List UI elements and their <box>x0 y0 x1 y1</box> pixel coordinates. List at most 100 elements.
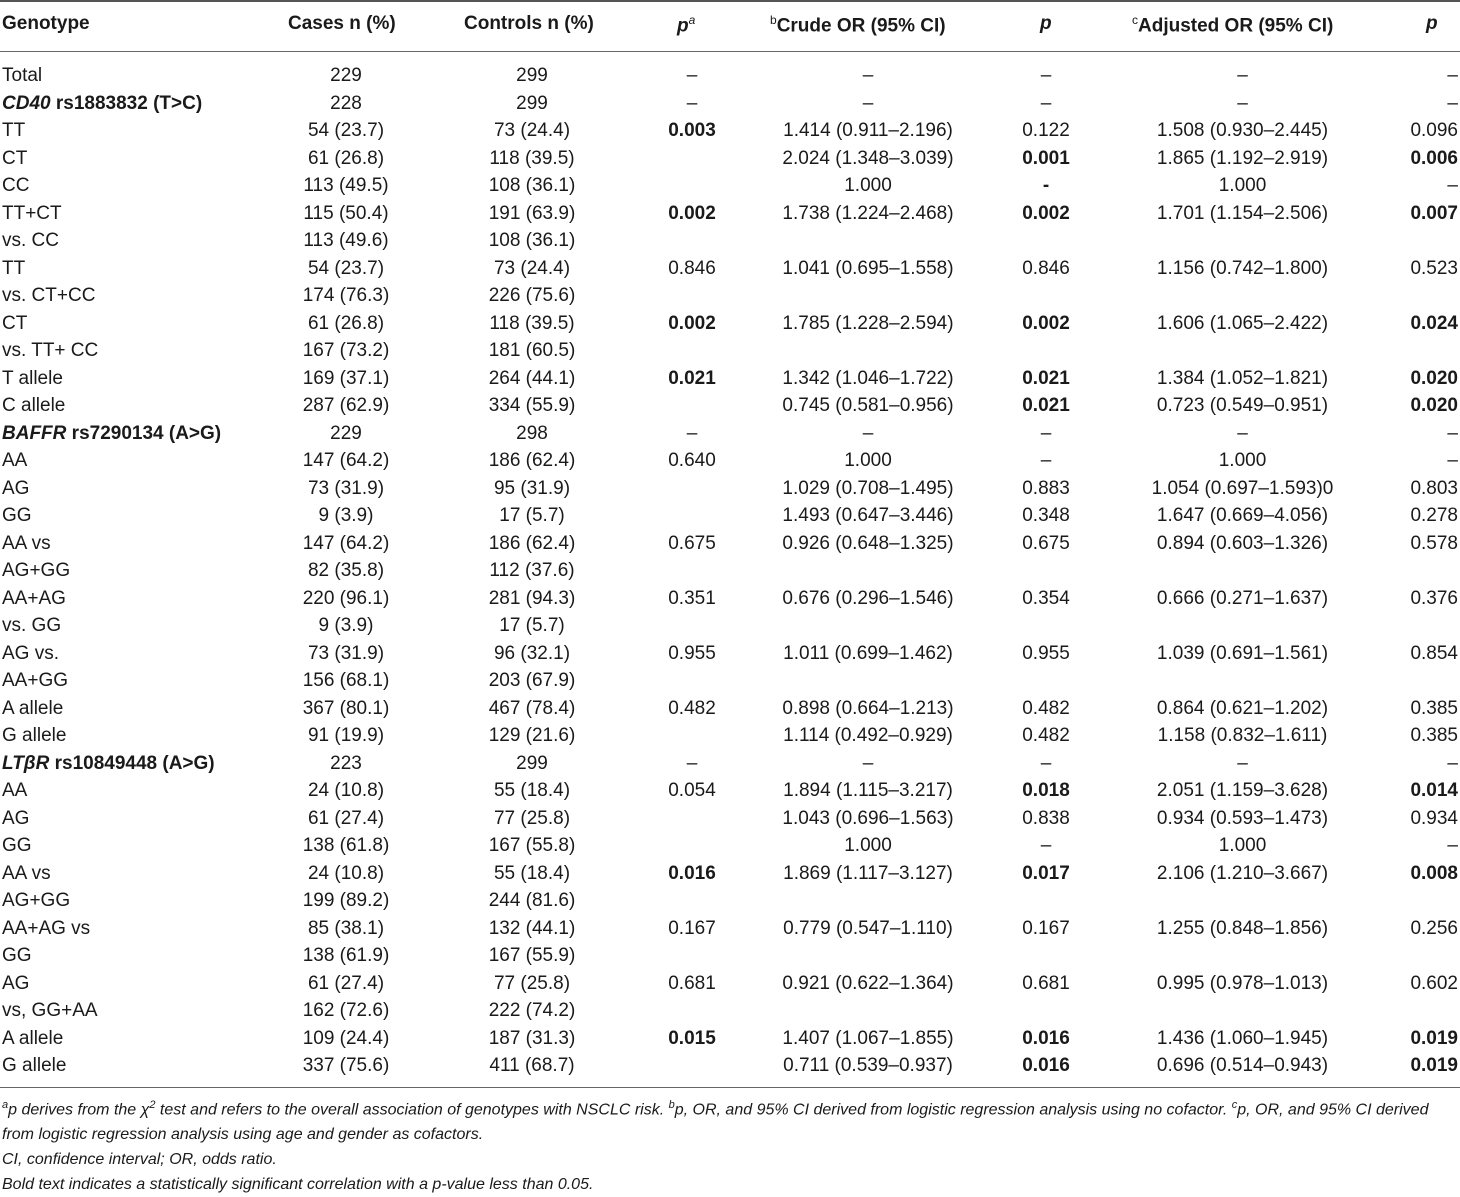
genotype-cell: GG <box>2 945 32 966</box>
p-chi-cell: – <box>686 65 698 86</box>
table-row: BAFFR rs7290134 (A>G) 229 298 – – – – – <box>0 420 1460 448</box>
p-adjusted-cell: 0.376 <box>1410 587 1458 609</box>
genotype-cell: G allele <box>2 1055 67 1076</box>
genotype-cell: BAFFR rs7290134 (A>G) <box>2 420 221 448</box>
adjusted-or-cell: 0.723 (0.549–0.951) <box>1156 395 1329 416</box>
header-p-chi: pa <box>677 13 696 37</box>
genotype-cell: G allele <box>2 725 67 746</box>
genotype-cell: A allele <box>2 697 64 719</box>
cases-cell: 73 (31.9) <box>307 642 385 664</box>
table-row: AA vs 147 (64.2) 186 (62.4) 0.675 0.926 (0.6… <box>0 530 1460 558</box>
table-header: Genotype Cases n (%) Controls n (%) pa b… <box>0 0 1460 51</box>
crude-or-cell: 0.898 (0.664–1.213) <box>782 697 954 719</box>
controls-cell: 411 (68.7) <box>489 1055 575 1076</box>
table-row: CT 61 (26.8) 118 (39.5) 2.024 (1.348–3.039)… <box>0 145 1460 173</box>
cases-cell: 367 (80.1) <box>302 697 390 719</box>
p-crude-cell: 0.955 <box>1022 642 1070 664</box>
controls-cell: 334 (55.9) <box>488 395 576 416</box>
p-crude-cell: 0.675 <box>1022 532 1070 554</box>
genotype-cell: AG+GG <box>2 560 71 581</box>
cases-cell: 199 (89.2) <box>302 890 390 911</box>
cases-cell: 9 (3.9) <box>318 615 374 636</box>
snp-label: rs10849448 (A>G) <box>49 752 215 774</box>
p-chi-cell: 0.021 <box>668 367 716 389</box>
p-crude-cell: 0.167 <box>1022 917 1070 939</box>
p-crude-cell: 0.002 <box>1022 202 1070 224</box>
adjusted-or-cell: 1.865 (1.192–2.919) <box>1156 147 1329 169</box>
p-adjusted-cell: – <box>1447 752 1458 774</box>
adjusted-or-cell: 1.156 (0.742–1.800) <box>1156 257 1329 279</box>
table-row: vs, GG+AA 162 (72.6) 222 (74.2) <box>0 997 1460 1025</box>
controls-cell: 244 (81.6) <box>488 890 576 911</box>
controls-cell: 95 (31.9) <box>493 477 571 499</box>
p-chi-cell: 0.482 <box>668 697 716 719</box>
p-adjusted-cell: 0.024 <box>1410 312 1458 334</box>
p-chi-cell: 0.955 <box>668 642 716 664</box>
controls-cell: 108 (36.1) <box>488 230 576 251</box>
p-adjusted-cell: 0.278 <box>1410 505 1458 526</box>
genotype-cell: AA vs <box>2 862 51 884</box>
genotype-cell: TT <box>2 257 26 279</box>
crude-or-cell: 1.894 (1.115–3.217) <box>783 780 953 801</box>
genotype-cell: CD40 rs1883832 (T>C) <box>2 90 202 118</box>
cases-cell: 61 (26.8) <box>307 312 385 334</box>
p-crude-cell: – <box>1040 752 1052 774</box>
adjusted-or-cell: 0.666 (0.271–1.637) <box>1156 587 1329 609</box>
controls-cell: 77 (25.8) <box>493 972 571 994</box>
cases-cell: 115 (50.4) <box>303 202 389 224</box>
controls-cell: 298 <box>516 422 548 444</box>
cases-cell: 24 (10.8) <box>307 780 385 801</box>
cases-cell: 147 (64.2) <box>302 450 390 471</box>
cases-cell: 24 (10.8) <box>307 862 385 884</box>
p-chi-cell: 0.054 <box>668 780 716 801</box>
genotype-cell: vs, GG+AA <box>2 1000 98 1021</box>
genotype-cell: T allele <box>2 367 63 389</box>
p-adjusted-cell: 0.934 <box>1410 807 1458 829</box>
table-row: TT 54 (23.7) 73 (24.4) 0.846 1.041 (0.695–1.… <box>0 255 1460 283</box>
table-row: T allele 169 (37.1) 264 (44.1) 0.021 1.342 (… <box>0 365 1460 393</box>
cases-cell: 113 (49.6) <box>303 230 389 251</box>
cases-cell: 9 (3.9) <box>318 505 374 526</box>
adjusted-or-cell: 2.106 (1.210–3.667) <box>1156 862 1329 884</box>
genotype-cell: CC <box>2 175 30 196</box>
p-crude-cell: 0.016 <box>1022 1027 1070 1049</box>
genotype-cell: Total <box>2 65 43 86</box>
p-crude-cell: 0.883 <box>1022 477 1070 499</box>
p-adjusted-cell: 0.020 <box>1410 395 1458 416</box>
p-chi-cell: 0.015 <box>668 1027 716 1049</box>
footnote-1: ap derives from the χ2 test and refers t… <box>2 1099 1429 1144</box>
genotype-cell: LTβR rs10849448 (A>G) <box>2 750 215 778</box>
genotype-cell: AA vs <box>2 532 51 554</box>
p-chi-cell: 0.351 <box>668 587 716 609</box>
controls-cell: 55 (18.4) <box>493 780 571 801</box>
p-adjusted-cell: 0.006 <box>1410 147 1458 169</box>
crude-or-cell: 1.041 (0.695–1.558) <box>782 257 954 279</box>
genotype-cell: AG+GG <box>2 890 71 911</box>
controls-cell: 299 <box>516 752 548 774</box>
p-adjusted-cell: 0.385 <box>1410 697 1458 719</box>
table-row: AG+GG 82 (35.8) 112 (37.6) <box>0 557 1460 585</box>
controls-cell: 132 (44.1) <box>488 917 576 939</box>
adjusted-or-cell: 0.995 (0.978–1.013) <box>1156 972 1329 994</box>
table-row: GG 9 (3.9) 17 (5.7) 1.493 (0.647–3.446) 0.34… <box>0 502 1460 530</box>
p-chi-cell: – <box>686 92 698 114</box>
genotype-cell: AG <box>2 807 30 829</box>
cases-cell: 287 (62.9) <box>302 395 390 416</box>
header-p-adjusted: p <box>1426 13 1438 34</box>
gene-name: CD40 <box>2 92 51 114</box>
adjusted-or-cell: 1.647 (0.669–4.056) <box>1156 505 1329 526</box>
p-crude-cell: 0.021 <box>1022 395 1070 416</box>
header-p-crude: p <box>1040 13 1052 34</box>
genotype-cell: vs. TT+ CC <box>2 340 99 361</box>
controls-cell: 167 (55.8) <box>488 835 576 856</box>
crude-or-cell: 1.000 <box>844 450 892 471</box>
controls-cell: 55 (18.4) <box>493 862 571 884</box>
p-adjusted-cell: – <box>1447 835 1458 856</box>
genotype-cell: AA <box>2 450 28 471</box>
cases-cell: 82 (35.8) <box>307 560 385 581</box>
genotype-cell: vs. GG <box>2 615 62 636</box>
crude-or-cell: 0.926 (0.648–1.325) <box>782 532 954 554</box>
adjusted-or-cell: 0.934 (0.593–1.473) <box>1156 807 1329 829</box>
genotype-cell: AG <box>2 972 30 994</box>
cases-cell: 61 (27.4) <box>307 807 385 829</box>
